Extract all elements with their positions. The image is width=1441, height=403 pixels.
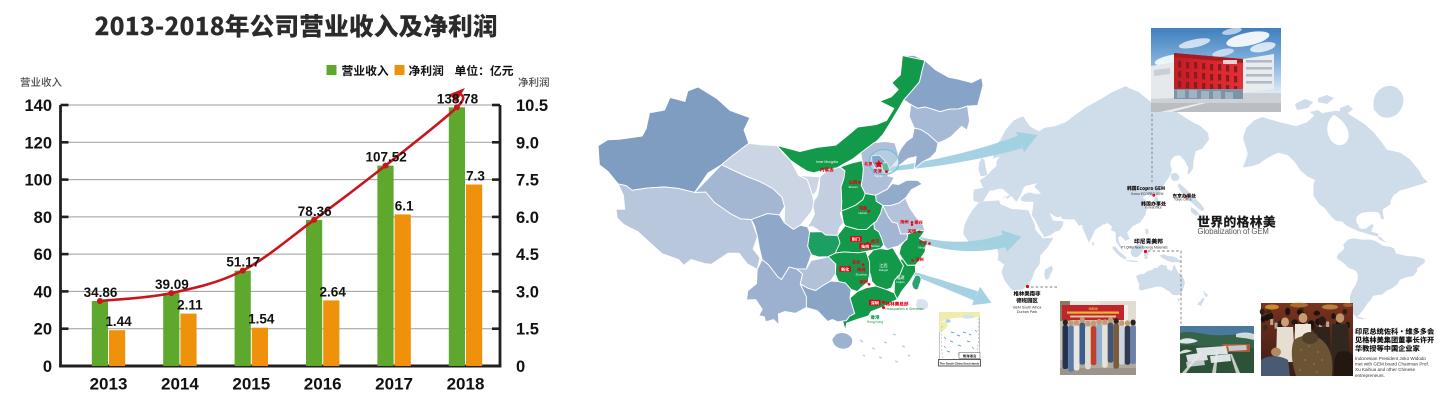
svg-text:6.1: 6.1 [395, 198, 414, 213]
svg-text:Globalization of GEM: Globalization of GEM [1198, 227, 1269, 236]
svg-text:138.78: 138.78 [437, 91, 479, 106]
svg-text:2015: 2015 [232, 375, 270, 394]
svg-text:120: 120 [24, 134, 52, 152]
svg-text:6.0: 6.0 [516, 209, 539, 227]
svg-text:0: 0 [516, 358, 525, 376]
svg-text:江西: 江西 [879, 262, 887, 269]
svg-text:2013: 2013 [90, 375, 128, 394]
svg-text:2016: 2016 [304, 375, 342, 394]
svg-text:Ningbo: Ningbo [918, 246, 928, 250]
svg-text:7.5: 7.5 [516, 172, 539, 190]
svg-text:Hong Kong: Hong Kong [867, 320, 883, 324]
svg-text:2014: 2014 [161, 375, 199, 394]
svg-text:Durban Park: Durban Park [1017, 310, 1037, 314]
svg-text:Headquarters in Shenzhen: Headquarters in Shenzhen [886, 307, 924, 311]
svg-text:Zhuzhou: Zhuzhou [855, 272, 867, 276]
svg-text:10.5: 10.5 [516, 97, 548, 115]
svg-text:GEM: GEM [1088, 306, 1098, 311]
svg-text:2018: 2018 [447, 375, 485, 394]
svg-text:Xu Kaihua and other Chinese: Xu Kaihua and other Chinese [1355, 367, 1415, 372]
svg-text:140: 140 [24, 97, 52, 115]
svg-text:met with GEM board Chairman Pr: met with GEM board Chairman Prof. [1355, 362, 1429, 367]
svg-text:Korea ECOPRO GEM: Korea ECOPRO GEM [1131, 192, 1164, 196]
svg-text:Indonesian President Joko Wido: Indonesian President Joko Widodo [1355, 356, 1426, 361]
svg-text:2.11: 2.11 [177, 298, 203, 313]
svg-text:1.54: 1.54 [248, 312, 275, 327]
svg-text:39.09: 39.09 [155, 277, 189, 292]
svg-text:The South China Sea Islands: The South China Sea Islands [940, 361, 980, 365]
svg-text:3.0: 3.0 [516, 283, 539, 301]
svg-text:100: 100 [24, 172, 52, 190]
svg-text:1.5: 1.5 [516, 321, 539, 339]
svg-text:GEM South Africa: GEM South Africa [1013, 306, 1042, 310]
svg-text:Wuhan: Wuhan [870, 244, 880, 248]
svg-text:0: 0 [43, 358, 52, 376]
svg-text:40: 40 [34, 283, 52, 301]
svg-text:Henan: Henan [858, 211, 867, 215]
svg-text:KoreaOffice: KoreaOffice [1145, 206, 1162, 210]
svg-text:20: 20 [34, 321, 52, 339]
svg-text:51.17: 51.17 [226, 255, 260, 270]
svg-text:PT.QMB New Energy Materials: PT.QMB New Energy Materials [1121, 246, 1168, 250]
svg-text:107.52: 107.52 [365, 150, 406, 165]
svg-text:Jiangxi: Jiangxi [879, 268, 889, 272]
svg-text:4.5: 4.5 [516, 246, 539, 264]
svg-text:Shanxi: Shanxi [848, 185, 858, 189]
svg-text:entrepreneurs.: entrepreneurs. [1355, 373, 1385, 378]
svg-text:Tianjin: Tianjin [874, 174, 883, 178]
svg-text:78.36: 78.36 [298, 204, 332, 219]
svg-text:34.86: 34.86 [84, 285, 118, 300]
svg-text:2.64: 2.64 [320, 284, 347, 299]
svg-text:Tokyo Office: Tokyo Office [1174, 198, 1192, 202]
svg-text:1.44: 1.44 [105, 314, 132, 329]
svg-text:80: 80 [34, 209, 52, 227]
svg-text:Fujian: Fujian [896, 280, 905, 284]
svg-text:9.0: 9.0 [516, 134, 539, 152]
svg-text:Inner Mongolia: Inner Mongolia [816, 160, 838, 164]
svg-text:60: 60 [34, 246, 52, 264]
svg-text:2017: 2017 [375, 375, 413, 394]
svg-text:福建: 福建 [896, 274, 905, 281]
svg-text:7.3: 7.3 [466, 169, 485, 184]
